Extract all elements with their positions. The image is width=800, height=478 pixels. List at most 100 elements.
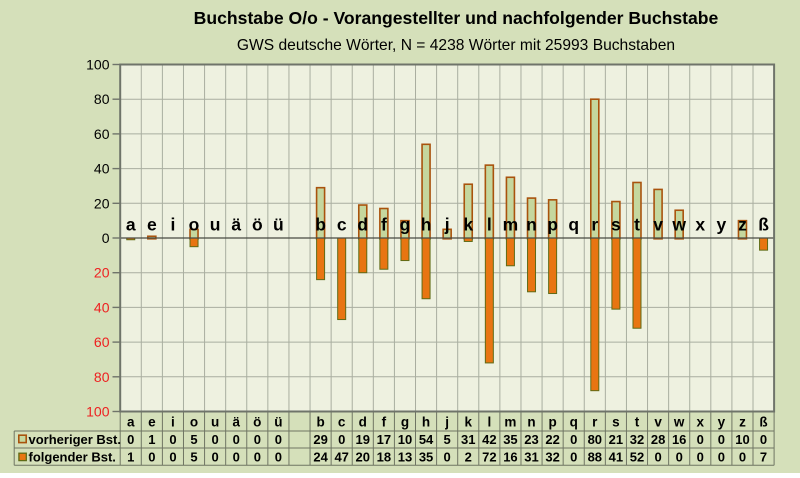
svg-text:0: 0: [697, 432, 704, 447]
svg-text:10: 10: [735, 432, 749, 447]
svg-text:23: 23: [524, 432, 538, 447]
svg-text:80: 80: [94, 91, 110, 107]
svg-text:h: h: [422, 415, 430, 430]
svg-text:31: 31: [461, 432, 475, 447]
svg-text:p: p: [548, 415, 556, 430]
svg-text:60: 60: [94, 334, 110, 350]
svg-text:72: 72: [482, 449, 496, 464]
svg-text:f: f: [382, 415, 387, 430]
svg-text:32: 32: [545, 449, 559, 464]
svg-text:ä: ä: [232, 415, 240, 430]
svg-text:t: t: [635, 415, 640, 430]
svg-text:o: o: [190, 415, 198, 430]
svg-text:52: 52: [630, 449, 644, 464]
svg-text:n: n: [527, 415, 535, 430]
svg-text:0: 0: [233, 432, 240, 447]
svg-text:l: l: [487, 415, 491, 430]
svg-text:5: 5: [190, 432, 197, 447]
svg-text:41: 41: [609, 449, 623, 464]
svg-text:0: 0: [127, 432, 134, 447]
svg-text:j: j: [444, 415, 449, 430]
svg-text:40: 40: [94, 161, 110, 177]
svg-text:ß: ß: [759, 415, 767, 430]
svg-text:0: 0: [697, 449, 704, 464]
svg-text:0: 0: [254, 432, 261, 447]
svg-text:5: 5: [190, 449, 197, 464]
svg-text:k: k: [463, 214, 473, 234]
svg-text:ü: ü: [274, 415, 282, 430]
svg-text:80: 80: [94, 369, 110, 385]
svg-text:0: 0: [760, 432, 767, 447]
svg-text:0: 0: [169, 449, 176, 464]
svg-text:x: x: [697, 415, 705, 430]
svg-text:29: 29: [313, 432, 327, 447]
svg-text:28: 28: [651, 432, 665, 447]
svg-text:k: k: [464, 415, 472, 430]
svg-text:t: t: [634, 214, 640, 234]
svg-text:x: x: [695, 214, 705, 234]
svg-text:47: 47: [334, 449, 348, 464]
svg-text:e: e: [147, 214, 157, 234]
svg-text:7: 7: [760, 449, 767, 464]
svg-text:b: b: [315, 214, 326, 234]
svg-text:a: a: [126, 214, 136, 234]
svg-text:g: g: [401, 415, 409, 430]
svg-text:folgender Bst.: folgender Bst.: [29, 449, 116, 464]
svg-text:40: 40: [94, 299, 110, 315]
svg-text:32: 32: [630, 432, 644, 447]
svg-text:Buchstabe O/o - Vorangestellte: Buchstabe O/o - Vorangestellter und nach…: [194, 8, 719, 28]
svg-text:0: 0: [212, 449, 219, 464]
svg-text:q: q: [568, 214, 579, 234]
svg-text:31: 31: [524, 449, 538, 464]
svg-text:v: v: [654, 415, 662, 430]
svg-text:0: 0: [718, 449, 725, 464]
svg-text:21: 21: [609, 432, 623, 447]
svg-text:p: p: [547, 214, 558, 234]
svg-text:c: c: [337, 214, 347, 234]
svg-text:20: 20: [94, 195, 110, 211]
svg-text:ä: ä: [231, 214, 241, 234]
svg-text:80: 80: [588, 432, 602, 447]
svg-text:24: 24: [313, 449, 328, 464]
svg-text:ü: ü: [273, 214, 284, 234]
svg-text:0: 0: [570, 449, 577, 464]
svg-text:w: w: [671, 214, 686, 234]
svg-text:m: m: [503, 214, 519, 234]
svg-text:0: 0: [254, 449, 261, 464]
svg-text:0: 0: [739, 449, 746, 464]
svg-text:c: c: [338, 415, 346, 430]
svg-text:u: u: [210, 214, 221, 234]
svg-text:i: i: [170, 214, 175, 234]
svg-text:v: v: [653, 214, 663, 234]
svg-text:0: 0: [718, 432, 725, 447]
svg-text:GWS deutsche Wörter, N = 4238: GWS deutsche Wörter, N = 4238 Wörter mit…: [237, 37, 675, 54]
svg-text:0: 0: [654, 449, 661, 464]
svg-text:0: 0: [570, 432, 577, 447]
svg-text:s: s: [612, 415, 620, 430]
svg-text:r: r: [592, 415, 598, 430]
svg-text:16: 16: [503, 449, 517, 464]
svg-text:18: 18: [377, 449, 391, 464]
svg-text:d: d: [357, 214, 368, 234]
svg-text:2: 2: [465, 449, 472, 464]
svg-text:h: h: [421, 214, 432, 234]
svg-text:0: 0: [233, 449, 240, 464]
svg-text:22: 22: [545, 432, 559, 447]
svg-text:z: z: [738, 214, 747, 234]
svg-text:0: 0: [169, 432, 176, 447]
svg-text:1: 1: [127, 449, 134, 464]
svg-text:0: 0: [102, 230, 110, 246]
svg-text:17: 17: [377, 432, 391, 447]
svg-text:35: 35: [503, 432, 517, 447]
svg-text:60: 60: [94, 126, 110, 142]
svg-text:13: 13: [398, 449, 412, 464]
svg-text:u: u: [211, 415, 219, 430]
svg-text:0: 0: [444, 449, 451, 464]
svg-text:ö: ö: [253, 415, 261, 430]
svg-text:y: y: [717, 214, 727, 234]
svg-text:0: 0: [676, 449, 683, 464]
svg-text:0: 0: [275, 449, 282, 464]
svg-text:m: m: [504, 415, 516, 430]
svg-text:z: z: [739, 415, 746, 430]
svg-text:ö: ö: [252, 214, 263, 234]
